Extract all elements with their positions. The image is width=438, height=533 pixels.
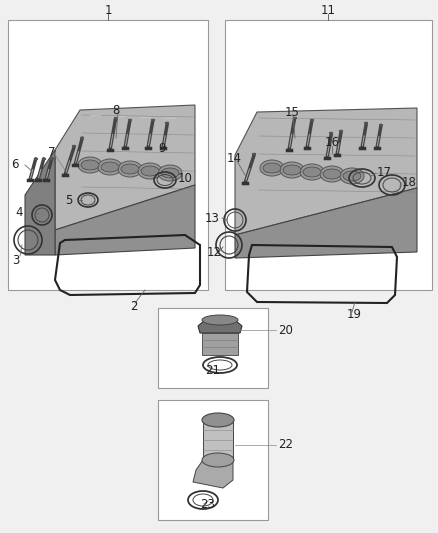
Ellipse shape	[78, 157, 102, 173]
Text: 23: 23	[200, 497, 215, 511]
Ellipse shape	[81, 160, 99, 170]
Ellipse shape	[283, 165, 301, 175]
Bar	[158, 308, 268, 388]
Ellipse shape	[101, 162, 119, 172]
Polygon shape	[198, 320, 242, 333]
Polygon shape	[55, 185, 195, 255]
Ellipse shape	[320, 166, 344, 182]
Text: 14: 14	[227, 151, 242, 165]
Ellipse shape	[202, 413, 234, 427]
Ellipse shape	[202, 453, 234, 467]
Text: 13: 13	[205, 212, 220, 224]
Bar	[158, 400, 268, 520]
Bar	[203, 420, 233, 460]
Polygon shape	[193, 460, 233, 488]
Text: 2: 2	[130, 301, 138, 313]
Polygon shape	[235, 108, 417, 235]
Text: 21: 21	[205, 364, 220, 376]
Text: 15: 15	[285, 106, 300, 118]
Ellipse shape	[263, 163, 281, 173]
Text: 1: 1	[104, 4, 112, 17]
Ellipse shape	[300, 164, 324, 180]
Text: 10: 10	[178, 172, 193, 184]
Text: 17: 17	[377, 166, 392, 180]
Ellipse shape	[260, 160, 284, 176]
Bar	[225, 20, 432, 290]
Ellipse shape	[161, 168, 179, 178]
Ellipse shape	[280, 162, 304, 178]
Ellipse shape	[138, 163, 162, 179]
Bar	[202, 333, 238, 355]
Polygon shape	[235, 188, 417, 258]
Text: 4: 4	[15, 206, 22, 220]
Text: 11: 11	[321, 4, 336, 17]
Ellipse shape	[202, 315, 238, 325]
Text: 7: 7	[48, 146, 56, 158]
Text: 22: 22	[278, 439, 293, 451]
Polygon shape	[55, 105, 195, 230]
Ellipse shape	[98, 159, 122, 175]
Text: 3: 3	[12, 254, 19, 266]
Text: 8: 8	[112, 103, 120, 117]
Ellipse shape	[121, 164, 139, 174]
Text: 20: 20	[278, 324, 293, 336]
Ellipse shape	[303, 167, 321, 177]
Text: 6: 6	[11, 158, 18, 172]
Text: 19: 19	[347, 309, 362, 321]
Text: 12: 12	[207, 246, 222, 259]
Bar	[8, 20, 208, 290]
Text: 5: 5	[65, 193, 72, 206]
Ellipse shape	[323, 169, 341, 179]
Text: 16: 16	[325, 136, 340, 149]
Polygon shape	[25, 150, 55, 255]
Ellipse shape	[118, 161, 142, 177]
Ellipse shape	[141, 166, 159, 176]
Text: 9: 9	[158, 141, 166, 155]
Ellipse shape	[343, 171, 361, 181]
Ellipse shape	[340, 168, 364, 184]
Ellipse shape	[158, 165, 182, 181]
Text: 18: 18	[402, 176, 417, 190]
